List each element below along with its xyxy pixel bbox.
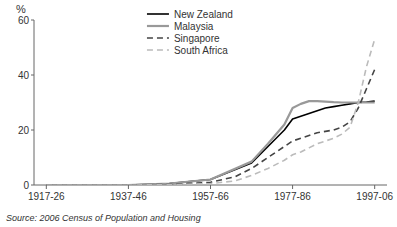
y-tick-label: 60 bbox=[18, 15, 30, 26]
legend-swatch bbox=[147, 25, 169, 27]
legend-label: Singapore bbox=[174, 33, 220, 44]
x-tick-label: 1977-86 bbox=[274, 191, 311, 202]
legend-label: New Zealand bbox=[174, 9, 233, 20]
y-tick bbox=[31, 75, 34, 76]
y-axis-label: % bbox=[16, 3, 26, 15]
legend-label: Malaysia bbox=[174, 21, 214, 32]
y-tick bbox=[31, 20, 34, 21]
x-tick bbox=[46, 185, 47, 189]
legend-swatch bbox=[147, 13, 169, 15]
legend: New ZealandMalaysiaSingaporeSouth Africa bbox=[147, 9, 233, 56]
x-tick-label: 1917-26 bbox=[28, 191, 65, 202]
legend-swatch bbox=[147, 37, 169, 39]
y-tick-label: 0 bbox=[23, 180, 29, 191]
x-tick bbox=[374, 185, 375, 189]
series-line bbox=[46, 39, 374, 185]
x-tick bbox=[128, 185, 129, 189]
plot-area bbox=[46, 39, 374, 185]
y-tick bbox=[31, 185, 34, 186]
y-tick-label: 40 bbox=[18, 70, 30, 81]
y-tick-label: 20 bbox=[18, 125, 30, 136]
legend-swatch bbox=[147, 49, 169, 51]
x-tick-label: 1997-06 bbox=[356, 191, 393, 202]
x-tick-label: 1937-46 bbox=[110, 191, 147, 202]
y-tick bbox=[31, 130, 34, 131]
series-line bbox=[46, 101, 374, 185]
series-line bbox=[46, 70, 374, 186]
x-tick bbox=[292, 185, 293, 189]
x-tick bbox=[210, 185, 211, 189]
series-line bbox=[46, 101, 374, 185]
source-note: Source: 2006 Census of Population and Ho… bbox=[6, 213, 201, 223]
y-axis-line bbox=[34, 20, 35, 185]
x-tick-label: 1957-66 bbox=[192, 191, 229, 202]
chart: 0 20 40 60 1917-26 1937-46 1957-66 1977-86 1997-… bbox=[0, 0, 397, 227]
legend-label: South Africa bbox=[174, 45, 228, 56]
